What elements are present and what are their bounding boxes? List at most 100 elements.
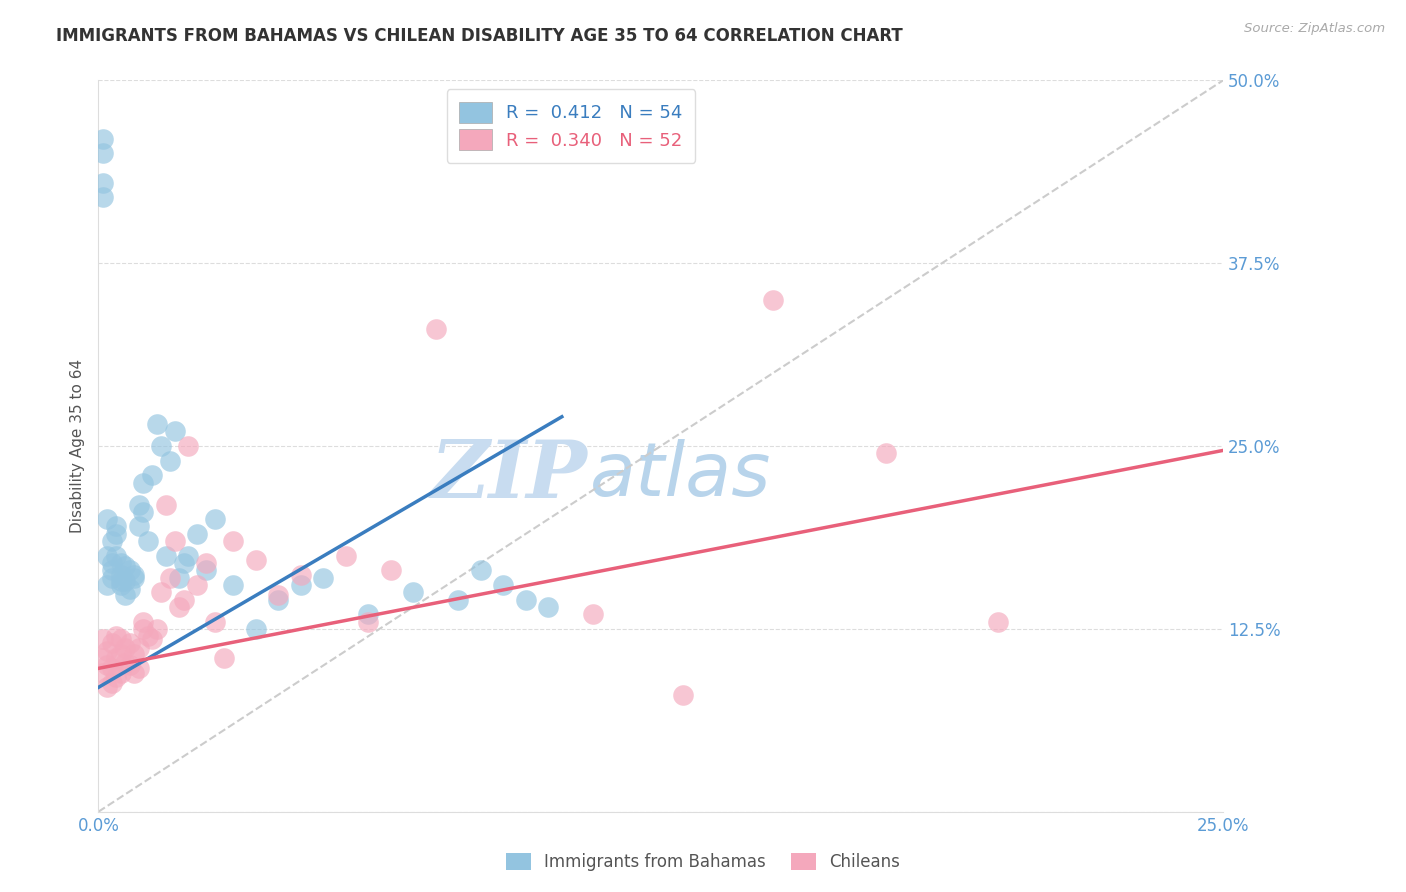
Point — [91, 665, 114, 680]
Point — [114, 588, 136, 602]
Point — [515, 592, 537, 607]
Point — [312, 571, 335, 585]
Point — [141, 632, 163, 646]
Point — [114, 574, 136, 588]
Point — [91, 190, 114, 204]
Point — [124, 665, 146, 680]
Point — [150, 439, 173, 453]
Point — [91, 176, 114, 190]
Text: atlas: atlas — [591, 439, 772, 511]
Point — [492, 578, 515, 592]
Point — [96, 578, 118, 592]
Point — [136, 629, 159, 643]
Point — [146, 622, 169, 636]
Point — [672, 688, 695, 702]
Point — [290, 578, 312, 592]
Point — [91, 651, 114, 665]
Point — [128, 640, 150, 655]
Point — [91, 146, 114, 161]
Point — [101, 571, 124, 585]
Point — [267, 592, 290, 607]
Point — [105, 670, 128, 684]
Point — [163, 425, 186, 439]
Point — [141, 468, 163, 483]
Point — [124, 571, 146, 585]
Point — [96, 549, 118, 563]
Text: ZIP: ZIP — [430, 436, 588, 514]
Point — [136, 534, 159, 549]
Point — [163, 534, 186, 549]
Point — [132, 475, 155, 490]
Point — [425, 322, 447, 336]
Point — [114, 656, 136, 670]
Point — [195, 556, 218, 570]
Point — [118, 563, 141, 577]
Point — [173, 556, 195, 570]
Point — [118, 658, 141, 673]
Point — [380, 563, 402, 577]
Y-axis label: Disability Age 35 to 64: Disability Age 35 to 64 — [69, 359, 84, 533]
Point — [537, 599, 560, 614]
Point — [335, 549, 357, 563]
Point — [195, 563, 218, 577]
Point — [105, 549, 128, 563]
Point — [105, 651, 128, 665]
Point — [214, 651, 236, 665]
Point — [101, 676, 124, 690]
Point — [357, 615, 380, 629]
Point — [987, 615, 1010, 629]
Point — [110, 632, 132, 646]
Point — [110, 567, 132, 582]
Point — [762, 293, 785, 307]
Point — [118, 582, 141, 597]
Point — [105, 519, 128, 533]
Point — [470, 563, 492, 577]
Point — [245, 553, 267, 567]
Point — [128, 661, 150, 675]
Point — [128, 498, 150, 512]
Point — [110, 556, 132, 570]
Point — [159, 453, 181, 467]
Point — [402, 585, 425, 599]
Point — [245, 622, 267, 636]
Text: Source: ZipAtlas.com: Source: ZipAtlas.com — [1244, 22, 1385, 36]
Point — [128, 519, 150, 533]
Point — [101, 636, 124, 650]
Point — [118, 636, 141, 650]
Point — [186, 526, 208, 541]
Point — [186, 578, 208, 592]
Point — [132, 505, 155, 519]
Point — [169, 571, 191, 585]
Point — [159, 571, 181, 585]
Point — [91, 632, 114, 646]
Point — [124, 567, 146, 582]
Point — [101, 563, 124, 577]
Point — [110, 647, 132, 661]
Point — [177, 549, 200, 563]
Point — [169, 599, 191, 614]
Text: IMMIGRANTS FROM BAHAMAS VS CHILEAN DISABILITY AGE 35 TO 64 CORRELATION CHART: IMMIGRANTS FROM BAHAMAS VS CHILEAN DISAB… — [56, 27, 903, 45]
Point — [132, 615, 155, 629]
Point — [290, 567, 312, 582]
Point — [357, 607, 380, 622]
Point — [222, 578, 245, 592]
Point — [110, 665, 132, 680]
Point — [155, 498, 177, 512]
Point — [96, 681, 118, 695]
Point — [105, 526, 128, 541]
Legend: R =  0.412   N = 54, R =  0.340   N = 52: R = 0.412 N = 54, R = 0.340 N = 52 — [447, 89, 695, 162]
Point — [105, 629, 128, 643]
Point — [110, 578, 132, 592]
Point — [204, 512, 226, 526]
Point — [91, 132, 114, 146]
Point — [96, 658, 118, 673]
Point — [155, 549, 177, 563]
Point — [96, 512, 118, 526]
Point — [222, 534, 245, 549]
Point — [101, 534, 124, 549]
Point — [267, 588, 290, 602]
Point — [124, 647, 146, 661]
Point — [875, 446, 897, 460]
Point — [150, 585, 173, 599]
Point — [173, 592, 195, 607]
